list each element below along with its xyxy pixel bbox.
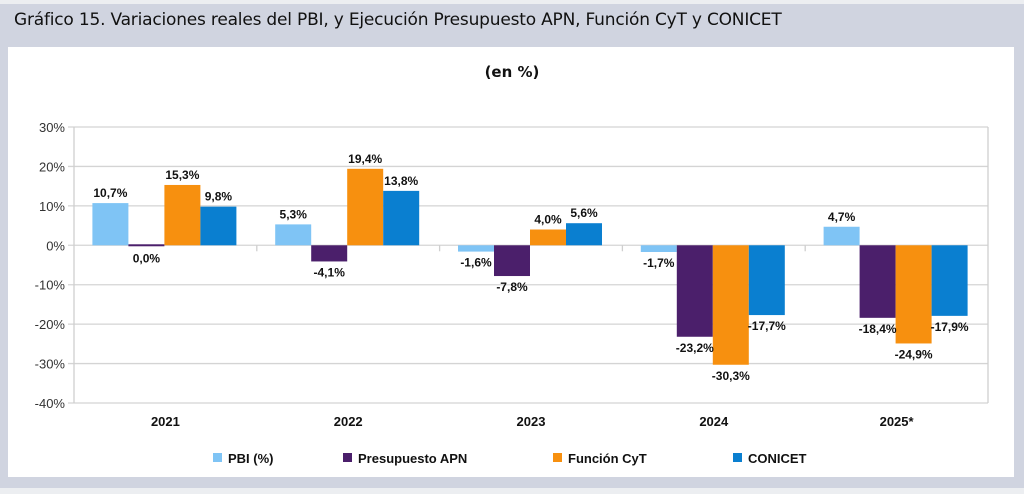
data-label: -17,9% xyxy=(931,320,969,334)
y-tick-label: 30% xyxy=(39,120,65,135)
bar-funci-n-cyt-2022 xyxy=(347,168,384,246)
bar-pbi--2025 xyxy=(823,226,860,246)
data-label: -4,1% xyxy=(314,265,346,279)
bar-funci-n-cyt-2021 xyxy=(164,184,201,246)
bar-presupuesto-apn-2025 xyxy=(859,245,896,318)
legend-label: Función CyT xyxy=(568,451,647,466)
bar-pbi--2024 xyxy=(640,245,677,252)
bar-presupuesto-apn-2021 xyxy=(128,244,165,247)
legend-label: Presupuesto APN xyxy=(358,451,467,466)
y-tick-label: 10% xyxy=(39,199,65,214)
legend: PBI (%) Presupuesto APN Función CyT CONICET xyxy=(213,451,807,466)
data-label: -18,4% xyxy=(859,322,897,336)
y-tick-label: -30% xyxy=(35,357,66,372)
legend-label: CONICET xyxy=(748,451,807,466)
y-tick-label: 0% xyxy=(46,238,65,253)
bar-conicet-2021 xyxy=(200,206,237,246)
data-label: -24,9% xyxy=(895,347,933,361)
data-label: 0,0% xyxy=(133,251,161,265)
bar-presupuesto-apn-2023 xyxy=(494,245,530,277)
data-label: 19,4% xyxy=(348,152,382,166)
bar-pbi--2023 xyxy=(458,245,494,252)
data-label: 13,8% xyxy=(384,174,418,188)
y-tick-label: -40% xyxy=(35,396,66,411)
data-label: -1,6% xyxy=(460,256,492,270)
x-category-label: 2024 xyxy=(699,414,729,429)
legend-label: PBI (%) xyxy=(228,451,274,466)
data-label: 15,3% xyxy=(165,168,199,182)
x-category-label: 2025* xyxy=(880,414,915,429)
bar-conicet-2024 xyxy=(748,245,785,316)
x-category-label: 2023 xyxy=(517,414,546,429)
chart-title: Gráfico 15. Variaciones reales del PBI, … xyxy=(14,10,782,30)
y-tick-label: -10% xyxy=(35,278,66,293)
legend-swatch xyxy=(733,453,742,462)
bar-conicet-2023 xyxy=(566,223,602,246)
data-label: -1,7% xyxy=(643,256,675,270)
x-category-label: 2022 xyxy=(334,414,363,429)
data-label: 5,3% xyxy=(280,207,308,221)
chart-subtitle: (en %) xyxy=(484,63,540,81)
bar-pbi--2022 xyxy=(275,224,312,246)
bar-funci-n-cyt-2023 xyxy=(530,229,566,246)
bar-funci-n-cyt-2025 xyxy=(895,245,932,344)
bar-conicet-2025 xyxy=(931,245,968,316)
bar-conicet-2022 xyxy=(383,190,420,246)
data-label: -23,2% xyxy=(676,341,714,355)
y-tick-label: -20% xyxy=(35,317,66,332)
data-label: -7,8% xyxy=(496,280,528,294)
bars xyxy=(92,168,968,365)
data-label: 9,8% xyxy=(205,190,233,204)
data-label: 10,7% xyxy=(93,186,127,200)
x-axis: 2021 2022 2023 2024 2025* xyxy=(151,245,915,429)
legend-swatch xyxy=(553,453,562,462)
data-label: 5,6% xyxy=(570,206,598,220)
x-category-label: 2021 xyxy=(151,414,180,429)
bar-presupuesto-apn-2022 xyxy=(311,245,348,262)
legend-swatch xyxy=(343,453,352,462)
bar-pbi--2021 xyxy=(92,203,129,246)
y-axis: 30% 20% 10% 0% -10% -20% -30% -40% xyxy=(35,120,989,411)
data-label: -17,7% xyxy=(748,319,786,333)
data-label: 4,7% xyxy=(828,210,856,224)
legend-swatch xyxy=(213,453,222,462)
bar-funci-n-cyt-2024 xyxy=(712,245,749,365)
bar-presupuesto-apn-2024 xyxy=(676,245,713,337)
data-label: -30,3% xyxy=(712,369,750,383)
data-labels: 10,7% 0,0% 15,3% 9,8% 5,3% -4,1% 19,4%13,8% -1,… xyxy=(93,152,969,383)
data-label: 4,0% xyxy=(534,213,562,227)
y-tick-label: 20% xyxy=(39,159,65,174)
